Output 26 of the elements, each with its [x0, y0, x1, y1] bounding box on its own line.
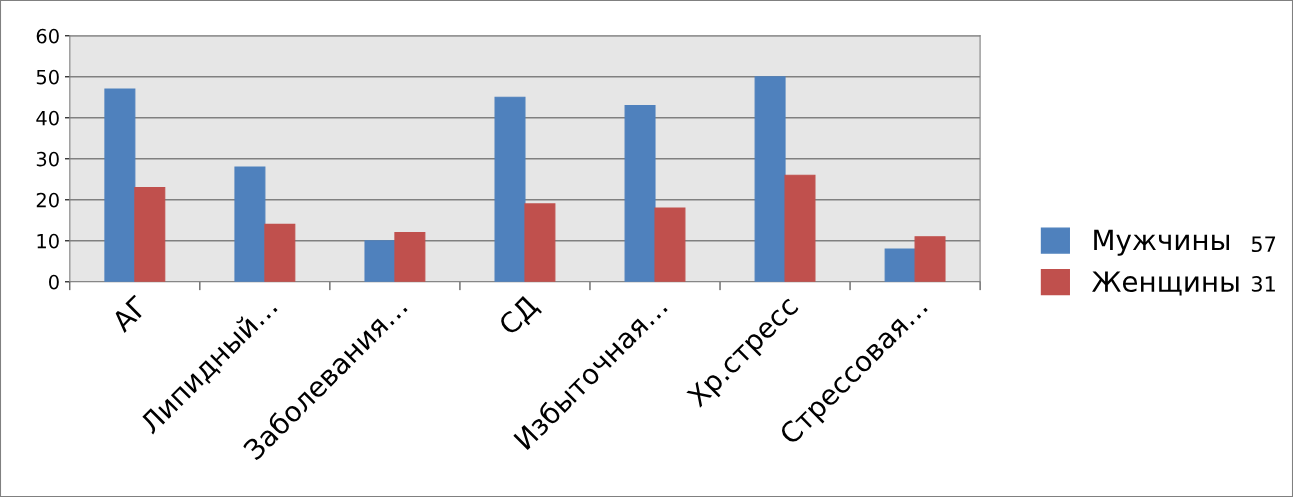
y-tick-label: 10: [37, 233, 59, 249]
bar: [884, 248, 916, 282]
y-tick-label: 60: [36, 28, 59, 44]
bar: [104, 88, 136, 282]
bar: [914, 236, 946, 282]
bar: [754, 76, 786, 282]
bar: [654, 207, 686, 282]
y-tick-label: 50: [36, 69, 59, 85]
y-tick-label: 40: [36, 110, 59, 126]
legend-label: Мужчины: [1094, 229, 1230, 256]
bar: [234, 166, 266, 282]
bar: [494, 96, 526, 282]
bar: [784, 174, 816, 282]
bar: [394, 232, 426, 282]
y-tick-label: 0: [49, 274, 59, 290]
bar: [264, 223, 296, 282]
legend-label: Женщины: [1092, 271, 1239, 296]
bar: [134, 186, 166, 282]
y-tick-label: 30: [36, 151, 59, 167]
x-tick-label: АГ: [110, 294, 149, 334]
bar: [624, 104, 656, 282]
bar: [524, 203, 556, 282]
text: 57: [1251, 236, 1276, 253]
bar: [364, 240, 396, 282]
text: 31: [1251, 276, 1275, 292]
y-tick-label: 20: [36, 192, 59, 208]
